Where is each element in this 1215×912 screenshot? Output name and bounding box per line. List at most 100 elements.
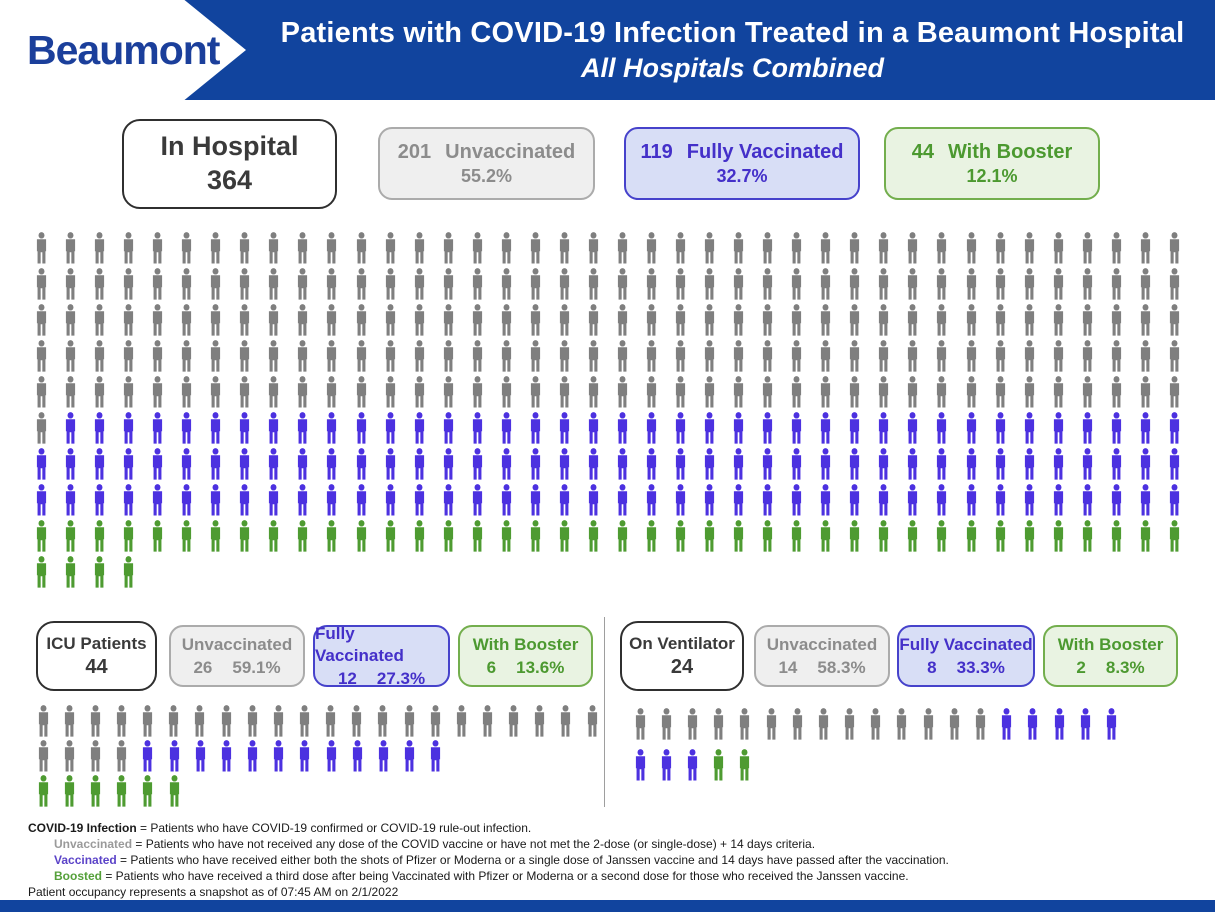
person-icon bbox=[995, 412, 1005, 444]
pictograph-cell bbox=[423, 740, 449, 772]
person-icon bbox=[675, 376, 686, 408]
pictograph-cell bbox=[56, 340, 85, 372]
pictograph-cell bbox=[114, 484, 143, 516]
person-icon bbox=[937, 520, 947, 552]
pictograph-cell bbox=[230, 340, 259, 372]
person-icon bbox=[124, 520, 134, 552]
person-icon bbox=[385, 340, 395, 372]
person-icon bbox=[763, 268, 773, 300]
pictograph-cell bbox=[376, 412, 405, 444]
pictograph-cell bbox=[782, 520, 811, 552]
with-booster-count: 44 bbox=[911, 140, 934, 163]
person-icon bbox=[1024, 376, 1034, 408]
person-icon bbox=[821, 412, 831, 444]
person-icon bbox=[1053, 268, 1063, 300]
person-icon bbox=[792, 304, 802, 336]
person-icon bbox=[182, 484, 192, 516]
pictograph-cell bbox=[927, 340, 956, 372]
person-icon bbox=[734, 268, 744, 300]
pictograph-cell bbox=[1102, 448, 1131, 480]
pictograph-cell bbox=[201, 268, 230, 300]
pictograph-cell bbox=[114, 376, 143, 408]
pictograph-cell bbox=[579, 412, 608, 444]
person-icon bbox=[356, 340, 366, 372]
person-icon bbox=[443, 448, 453, 480]
pictograph-cell bbox=[608, 520, 637, 552]
person-icon bbox=[937, 484, 947, 516]
pictograph-cell bbox=[521, 448, 550, 480]
pictograph-cell bbox=[56, 775, 82, 807]
person-icon bbox=[908, 412, 918, 444]
person-icon bbox=[675, 268, 686, 300]
pictograph-row bbox=[30, 775, 605, 807]
person-icon bbox=[36, 376, 47, 408]
person-icon bbox=[240, 232, 250, 264]
person-icon bbox=[124, 412, 134, 444]
person-icon bbox=[966, 232, 976, 264]
pictograph-cell bbox=[1015, 232, 1044, 264]
person-icon bbox=[385, 484, 395, 516]
person-icon bbox=[1024, 448, 1034, 480]
pictograph-cell bbox=[1160, 376, 1189, 408]
person-icon bbox=[472, 520, 482, 552]
pictograph-cell bbox=[840, 304, 869, 336]
pictograph-cell bbox=[213, 740, 239, 772]
pictograph-cell bbox=[143, 448, 172, 480]
pictograph-cell bbox=[810, 708, 836, 740]
pictograph-cell bbox=[27, 412, 56, 444]
person-icon bbox=[414, 232, 424, 264]
person-icon bbox=[124, 556, 134, 588]
person-icon bbox=[65, 340, 76, 372]
pictograph-cell bbox=[463, 412, 492, 444]
pictograph-cell bbox=[434, 304, 463, 336]
person-icon bbox=[908, 484, 918, 516]
person-icon bbox=[763, 232, 773, 264]
pictograph-cell bbox=[405, 232, 434, 264]
pictograph-cell bbox=[521, 484, 550, 516]
pictograph-cell bbox=[695, 448, 724, 480]
pictograph-cell bbox=[869, 484, 898, 516]
pictograph-cell bbox=[317, 448, 346, 480]
person-icon bbox=[821, 484, 831, 516]
pictograph-cell bbox=[27, 376, 56, 408]
person-icon bbox=[763, 340, 773, 372]
person-icon bbox=[240, 520, 250, 552]
person-icon bbox=[414, 304, 424, 336]
pictograph-cell bbox=[1131, 376, 1160, 408]
person-icon bbox=[1169, 412, 1179, 444]
person-icon bbox=[327, 232, 337, 264]
footnote-text: = Patients who have COVID-19 confirmed o… bbox=[136, 821, 532, 835]
person-icon bbox=[705, 376, 715, 408]
pictograph-cell bbox=[927, 520, 956, 552]
ventilator-total-box: On Ventilator 24 bbox=[620, 621, 744, 691]
person-icon bbox=[501, 520, 511, 552]
pictograph-cell bbox=[376, 376, 405, 408]
pictograph-cell bbox=[579, 376, 608, 408]
pictograph-cell bbox=[1015, 268, 1044, 300]
pictograph-cell bbox=[85, 232, 114, 264]
person-icon bbox=[588, 268, 598, 300]
pictograph-cell bbox=[172, 304, 201, 336]
person-icon bbox=[792, 412, 802, 444]
pictograph-cell bbox=[986, 340, 1015, 372]
footnote-line: Patient occupancy represents a snapshot … bbox=[28, 884, 1208, 900]
person-icon bbox=[1053, 412, 1063, 444]
person-icon bbox=[559, 268, 569, 300]
pictograph-cell bbox=[288, 484, 317, 516]
pictograph-cell bbox=[840, 484, 869, 516]
person-icon bbox=[705, 268, 715, 300]
person-icon bbox=[472, 448, 482, 480]
pictograph-cell bbox=[376, 520, 405, 552]
person-icon bbox=[240, 340, 250, 372]
pictograph-cell bbox=[1160, 304, 1189, 336]
person-icon bbox=[274, 740, 284, 772]
person-icon bbox=[36, 556, 47, 588]
pictograph-row bbox=[627, 708, 1127, 740]
pictograph-cell bbox=[967, 708, 993, 740]
pictograph-cell bbox=[1044, 376, 1073, 408]
person-icon bbox=[763, 520, 773, 552]
person-icon bbox=[405, 740, 415, 772]
footnote-term: Vaccinated bbox=[54, 853, 117, 867]
pictograph-cell bbox=[376, 304, 405, 336]
person-icon bbox=[501, 412, 511, 444]
